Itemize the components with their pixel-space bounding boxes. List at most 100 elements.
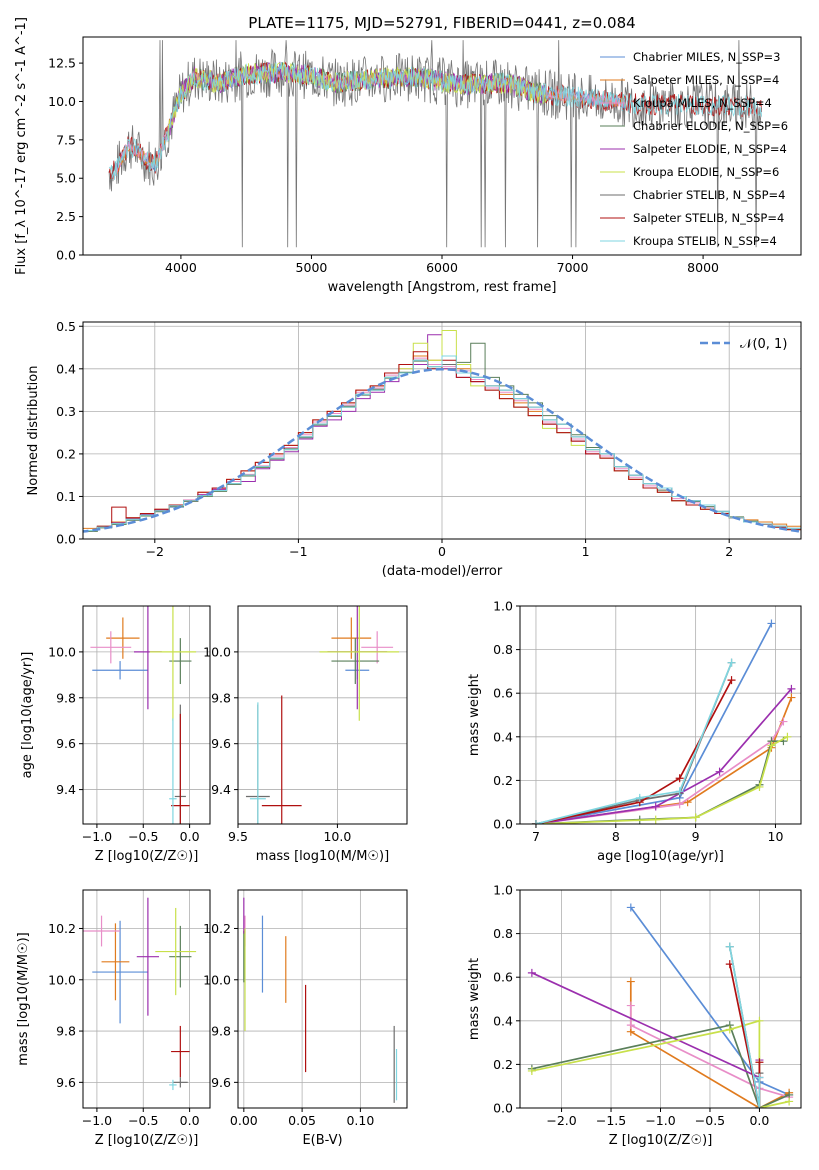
x-tick-label: 0.0 [749,1113,769,1128]
y-tick-label: 9.8 [56,1024,76,1039]
y-tick-label: 0.2 [56,446,76,461]
y-tick-label: 9.8 [211,690,231,705]
y-tick-label: 0.4 [493,1013,513,1028]
legend-label: Chabrier ELODIE, N_SSP=6 [633,119,788,133]
x-tick-label: −0.5 [128,829,158,844]
x-tick-label: 0.10 [346,1113,374,1128]
data-marker [767,741,776,750]
data-marker [651,815,660,824]
legend-label: Kroupa ELODIE, N_SSP=6 [633,165,779,179]
x-tick-label: 6000 [426,260,458,275]
x-tick-label: 8 [612,829,620,844]
mass-weight-line [535,679,733,824]
y-tick-label: 0.2 [493,1057,513,1072]
y-tick-label: 9.4 [211,782,231,797]
axes-frame [519,605,802,825]
y-tick-label: 10.0 [203,972,231,987]
y-tick-label: 0.4 [493,729,513,744]
y-tick-label: 0.0 [56,532,76,547]
axes-frame [519,889,802,1109]
mass_vs_EBV-panel: 0.00 0.05 0.10 9.6 9.8 10.0 10.2 E(B-V) [203,889,408,1148]
x-axis-label: Z [log10(Z/Z☉)] [95,849,199,864]
spectrum-line [108,62,762,180]
y-axis-label: mass [log10(M/M☉)] [16,932,31,1065]
data-marker [787,684,796,693]
data-marker [626,977,635,986]
x-tick-label: 10 [768,829,784,844]
y-tick-label: 10.0 [48,94,76,109]
residuals-plot-area [83,330,801,539]
age_vs_mass-plot-area [245,606,400,824]
mass-weight-line [535,662,733,824]
y-tick-label: 9.6 [56,736,76,751]
data-marker [783,732,792,741]
y-tick-label: 0.6 [493,686,513,701]
data-marker [691,813,700,822]
x-tick-label: 1 [582,544,590,559]
mass_vs_EBV-plot-area [243,897,398,1103]
legend-label: Salpeter STELIB, N_SSP=4 [633,211,784,225]
histogram-step [83,355,801,539]
x-tick-label: −2 [146,544,164,559]
x-tick-label: −1.0 [82,829,112,844]
data-marker [767,619,776,628]
axes-frame [82,321,802,540]
y-axis-label: mass weight [467,958,482,1040]
data-marker [787,693,796,702]
spectrum-panel: 4000 5000 6000 7000 8000 0.0 2.5 5.0 7.5 10.0 12.5… [14,17,802,295]
data-marker [626,1001,635,1010]
y-tick-label: 9.6 [211,1075,231,1090]
y-tick-label: 0.8 [493,642,513,657]
massweight_vs_age-plot-area [531,619,796,824]
x-axis-label: wavelength [Angstrom, rest frame] [328,280,557,295]
x-axis-label: mass [log10(M/M☉)] [256,849,389,864]
x-tick-label: 0 [438,544,446,559]
data-marker [635,793,644,802]
legend-label: Salpeter ELODIE, N_SSP=4 [633,142,787,156]
data-marker [626,1021,635,1030]
data-marker [725,1025,734,1034]
massweight_vs_Z-panel: −2.0 −1.5 −1.0 −0.5 0.0 0.0 0.2 0.4 0.6 0.8 1.0 Z [… [467,883,802,1148]
axes-frame [82,36,802,256]
data-marker [527,1066,536,1075]
x-tick-label: 2 [725,544,733,559]
x-tick-label: −1.0 [645,1113,675,1128]
mass-weight-line [728,946,761,1108]
data-marker [675,800,684,809]
figure-title: PLATE=1175, MJD=52791, FIBERID=0441, z=0… [248,14,635,32]
y-axis-label: Flux [f_λ 10^-17 erg cm^-2 s^-1 A^-1] [14,17,29,275]
x-axis-label: Z [log10(Z/Z☉)] [609,1133,713,1148]
y-tick-label: 10.0 [48,644,76,659]
data-marker [651,802,660,811]
y-tick-label: 0.0 [493,817,513,832]
legend-label: Chabrier MILES, N_SSP=3 [633,50,780,64]
data-marker [755,1058,764,1067]
y-tick-label: 0.1 [56,489,76,504]
x-tick-label: −1 [289,544,307,559]
y-tick-label: 9.6 [211,736,231,751]
data-marker [527,968,536,977]
x-tick-label: 5000 [296,260,328,275]
data-marker [675,774,684,783]
y-axis-label: age [log10(age/yr)] [20,652,35,779]
legend: Chabrier MILES, N_SSP=3 Salpeter MILES, N… [600,50,788,248]
legend-label: 𝒩(0, 1) [740,337,787,352]
x-axis-label: E(B-V) [302,1133,342,1148]
mass_vs_Z-plot-area [83,897,197,1091]
x-tick-label: 7 [532,829,540,844]
y-tick-label: 9.6 [56,1075,76,1090]
x-tick-label: −2.0 [546,1113,576,1128]
data-marker [626,903,635,912]
y-tick-label: 9.8 [56,690,76,705]
axes-frame [237,605,408,825]
mass-weight-line [535,736,788,824]
data-marker [785,1097,794,1106]
y-tick-label: 1.0 [493,883,513,898]
data-marker [727,658,736,667]
y-axis-label: Normed distribution [26,366,41,496]
x-tick-label: 9 [692,829,700,844]
axes-frame [82,605,211,825]
y-tick-label: 0.0 [56,248,76,263]
spectrum-plot-area [108,40,762,248]
